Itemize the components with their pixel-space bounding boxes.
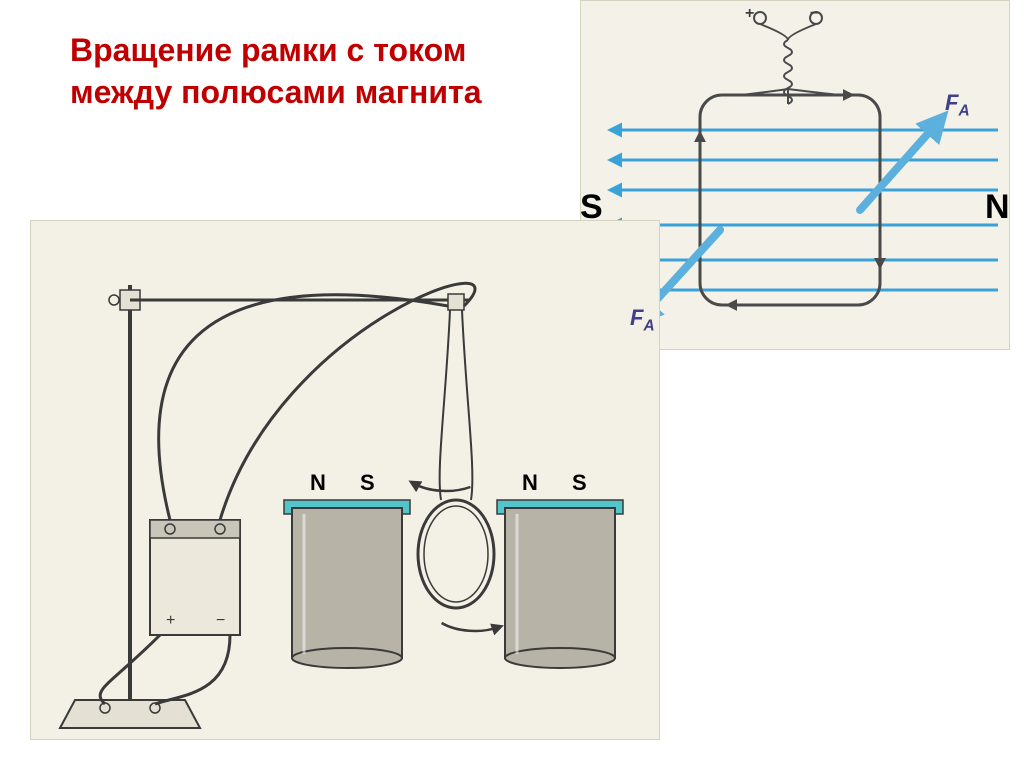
terminal-minus: − xyxy=(810,5,819,23)
force-label-bottom: FA xyxy=(630,305,655,335)
slide: Вращение рамки с током между полюсами ма… xyxy=(0,0,1024,767)
svg-text:+: + xyxy=(166,612,175,629)
magnet1-s: S xyxy=(360,470,375,496)
force-label-top: FA xyxy=(945,90,970,120)
pole-label-n: N xyxy=(985,188,1010,227)
slide-title: Вращение рамки с током между полюсами ма… xyxy=(70,30,530,113)
pole-label-s: S xyxy=(580,188,603,227)
magnet2-n: N xyxy=(522,470,538,496)
magnet1-n: N xyxy=(310,470,326,496)
svg-text:−: − xyxy=(216,612,225,629)
terminal-plus: + xyxy=(745,5,754,23)
left-diagram: +− xyxy=(30,220,660,740)
magnet2-s: S xyxy=(572,470,587,496)
left-diagram-svg: +− xyxy=(30,220,660,740)
